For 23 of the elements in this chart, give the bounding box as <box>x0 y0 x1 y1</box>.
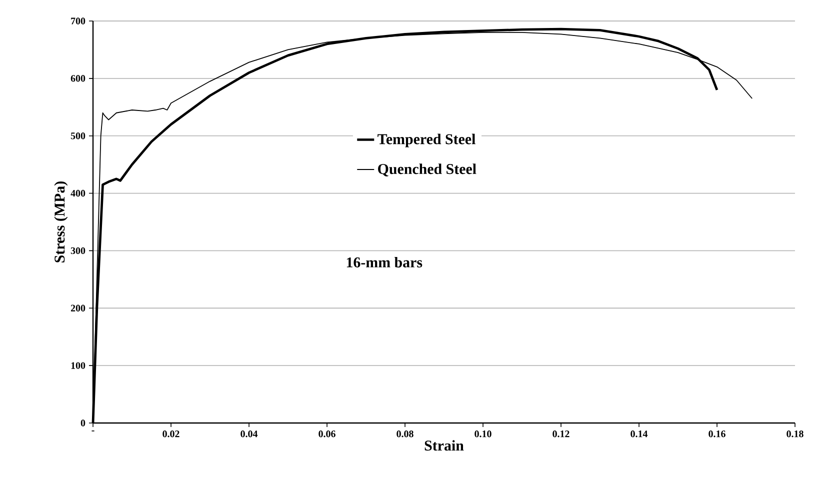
x-axis-title: Strain <box>424 440 464 451</box>
x-tick-label: 0.14 <box>630 430 648 438</box>
x-tick-label: - <box>92 430 94 432</box>
y-tick-label: 700 <box>71 18 86 24</box>
y-tick-label: 0 <box>80 420 86 426</box>
y-tick-label: 600 <box>70 75 86 82</box>
x-tick-label: 0.04 <box>240 430 258 438</box>
y-axis-title: Stress (MPa) <box>54 182 68 262</box>
y-tick-label: 400 <box>70 190 86 197</box>
x-tick-label: 0.06 <box>318 430 336 438</box>
legend-label: Quenched Steel <box>378 164 476 176</box>
x-tick-label: 0.02 <box>162 430 180 438</box>
x-tick-label: 0.16 <box>708 430 726 438</box>
legend-label: Tempered Steel <box>378 134 476 148</box>
y-tick-label: 200 <box>70 304 86 312</box>
annotation: 16-mm bars <box>346 256 422 268</box>
x-tick-label: 0.10 <box>474 430 492 438</box>
y-tick-label: 100 <box>71 362 86 369</box>
x-tick-label: 0.08 <box>396 430 414 438</box>
x-tick-label: 0.18 <box>786 430 804 438</box>
y-tick-label: 500 <box>70 132 86 140</box>
y-tick-label: 300 <box>70 247 86 254</box>
x-tick-label: 0.12 <box>552 430 570 438</box>
